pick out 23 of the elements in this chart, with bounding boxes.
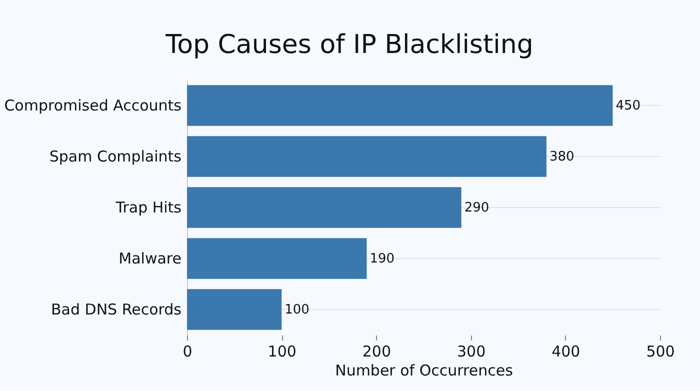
data-label: 290 xyxy=(464,200,490,216)
y-tick-label: Compromised Accounts xyxy=(4,96,182,114)
y-tick-label: Malware xyxy=(118,250,182,268)
data-label: 380 xyxy=(549,150,574,164)
data-label: 450 xyxy=(616,98,641,114)
bar xyxy=(187,289,282,330)
x-tick-label: 0 xyxy=(182,342,192,360)
x-tick-label: 500 xyxy=(646,342,675,360)
bar xyxy=(187,238,367,279)
data-label: 190 xyxy=(370,252,395,266)
x-tick-label: 300 xyxy=(456,342,486,360)
x-tick-label: 200 xyxy=(362,342,392,360)
x-tick-label: 400 xyxy=(552,342,580,360)
bar xyxy=(187,136,546,177)
data-label: 100 xyxy=(284,302,310,318)
bar xyxy=(187,85,613,126)
x-axis-title: Number of Occurrences xyxy=(335,362,514,380)
chart-title: Top Causes of IP Blacklisting xyxy=(164,30,534,60)
y-tick-label: Bad DNS Records xyxy=(51,300,182,318)
x-tick-label: 100 xyxy=(268,342,296,360)
y-tick-label: Trap Hits xyxy=(114,198,182,216)
bar xyxy=(187,187,462,228)
y-tick-label: Spam Complaints xyxy=(49,148,182,166)
